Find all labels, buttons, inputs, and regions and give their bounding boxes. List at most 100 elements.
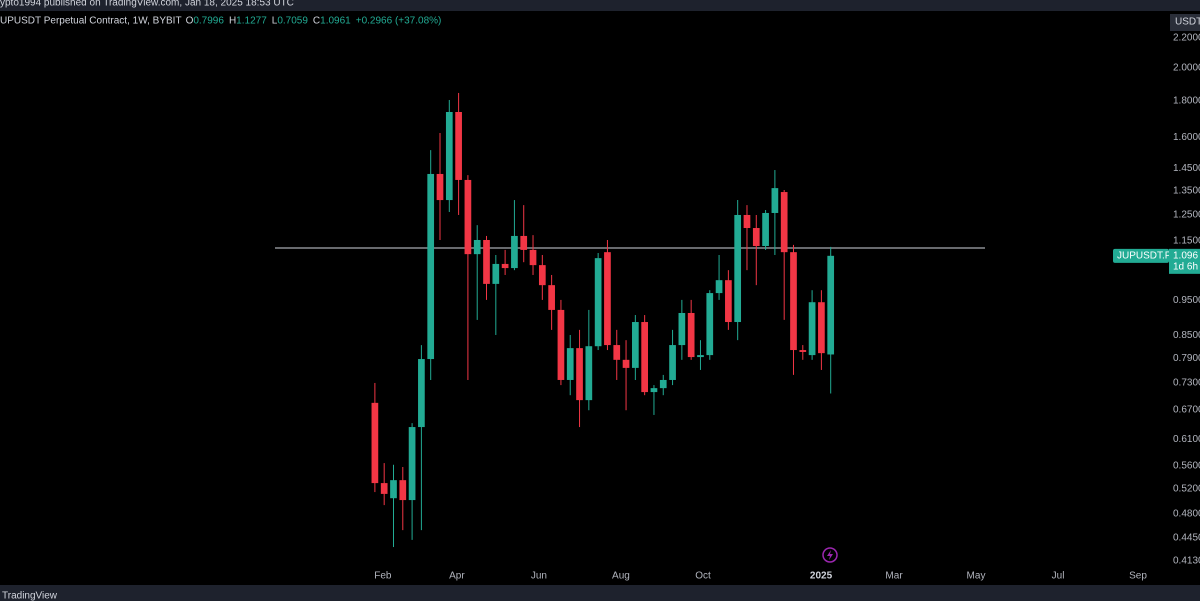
candle-body — [483, 239, 490, 284]
candle-body — [566, 348, 574, 380]
x-tick-label: May — [967, 571, 986, 582]
candle-body — [827, 255, 835, 355]
candle-body — [380, 483, 388, 494]
candle-body — [520, 235, 528, 250]
candle-body — [659, 379, 667, 389]
candle-body — [390, 480, 397, 499]
candle-body — [613, 345, 621, 360]
candle-body — [473, 239, 481, 255]
header-bar — [0, 0, 1200, 11]
candle-body — [529, 249, 537, 266]
y-tick-label: 2.2000 — [1173, 33, 1200, 44]
candle-body — [408, 427, 416, 501]
legend-value: 1.1277 — [236, 16, 267, 27]
candle-body — [706, 293, 714, 356]
legend-value: 0.7059 — [277, 16, 308, 27]
candle-body — [492, 263, 500, 284]
candle-body — [585, 346, 593, 401]
footer-bar — [0, 585, 1200, 601]
legend-key: C — [313, 16, 320, 27]
candle-body — [622, 359, 630, 368]
legend-key: H — [229, 16, 236, 27]
y-tick-label: 2.0000 — [1173, 62, 1200, 73]
candle-body — [427, 173, 435, 360]
y-tick-label: 1.3500 — [1173, 185, 1200, 196]
lightning-icon — [822, 547, 838, 563]
candle-body — [445, 111, 453, 201]
candle-body — [799, 350, 807, 352]
legend-key: L — [272, 16, 278, 27]
legend-value: 0.7996 — [193, 16, 224, 27]
x-tick-label: Aug — [612, 571, 630, 582]
y-tick-label: 1.8000 — [1173, 95, 1200, 106]
x-tick-label: Sep — [1129, 571, 1147, 582]
currency: USDT — [1175, 17, 1200, 28]
candle-body — [762, 212, 769, 247]
candle-body — [669, 345, 676, 380]
candle-body — [697, 355, 704, 358]
legend-value: 1.0961 — [320, 16, 351, 27]
candle-body — [371, 402, 379, 484]
candle-body — [687, 312, 695, 358]
candle-body — [418, 359, 425, 428]
x-tick-label: Mar — [885, 571, 903, 582]
candle-body — [455, 111, 462, 180]
candle-body — [399, 480, 407, 501]
candle-body — [548, 285, 555, 310]
candle-body — [557, 309, 565, 380]
currency-box — [1170, 14, 1200, 31]
candle-body — [632, 322, 639, 368]
candle-body — [650, 388, 658, 393]
candle-body — [436, 173, 444, 201]
chart-title: UPUSDT Perpetual Contract, 1W, BYBIT — [0, 16, 182, 27]
candle-body — [538, 265, 546, 286]
candle-body — [808, 302, 816, 356]
y-tick-label: 0.4130 — [1173, 556, 1200, 567]
candle-body — [780, 192, 788, 253]
candle-body — [818, 302, 825, 354]
x-tick-label: 2025 — [810, 571, 833, 582]
y-tick-label: 1.2500 — [1173, 209, 1200, 220]
symbol-tag: JUPUSDT.P — [1117, 250, 1172, 261]
x-tick-label: Jun — [531, 571, 547, 582]
candle-body — [464, 179, 472, 255]
candle-body — [501, 263, 509, 269]
candle-body — [752, 228, 760, 247]
y-tick-label: 1.6000 — [1173, 132, 1200, 143]
y-tick-label: 1.4500 — [1173, 163, 1200, 174]
legend-change: +0.2966 (+37.08%) — [356, 16, 442, 27]
price-tag-bg — [1169, 248, 1200, 274]
x-tick-label: Jul — [1052, 571, 1065, 582]
footer-brand: TradingView — [2, 591, 58, 601]
candle-body — [743, 214, 751, 229]
symbol-tag-bg — [1113, 248, 1169, 263]
candle-body — [734, 214, 742, 323]
candle-body — [594, 258, 602, 347]
candle-body — [604, 252, 611, 346]
x-tick-label: Apr — [449, 571, 465, 582]
candle-body — [511, 235, 518, 269]
candle-body — [771, 188, 779, 213]
candle-body — [715, 280, 723, 294]
x-tick-label: Feb — [374, 571, 392, 582]
candle-body — [576, 348, 583, 401]
header-text: ypto1994 published on TradingView.com, J… — [0, 0, 294, 9]
candle-body — [790, 252, 797, 351]
last-price: 1.096 — [1173, 250, 1198, 261]
x-tick-label: Oct — [695, 571, 711, 582]
candle-body — [725, 280, 732, 323]
candle-body — [641, 322, 648, 393]
